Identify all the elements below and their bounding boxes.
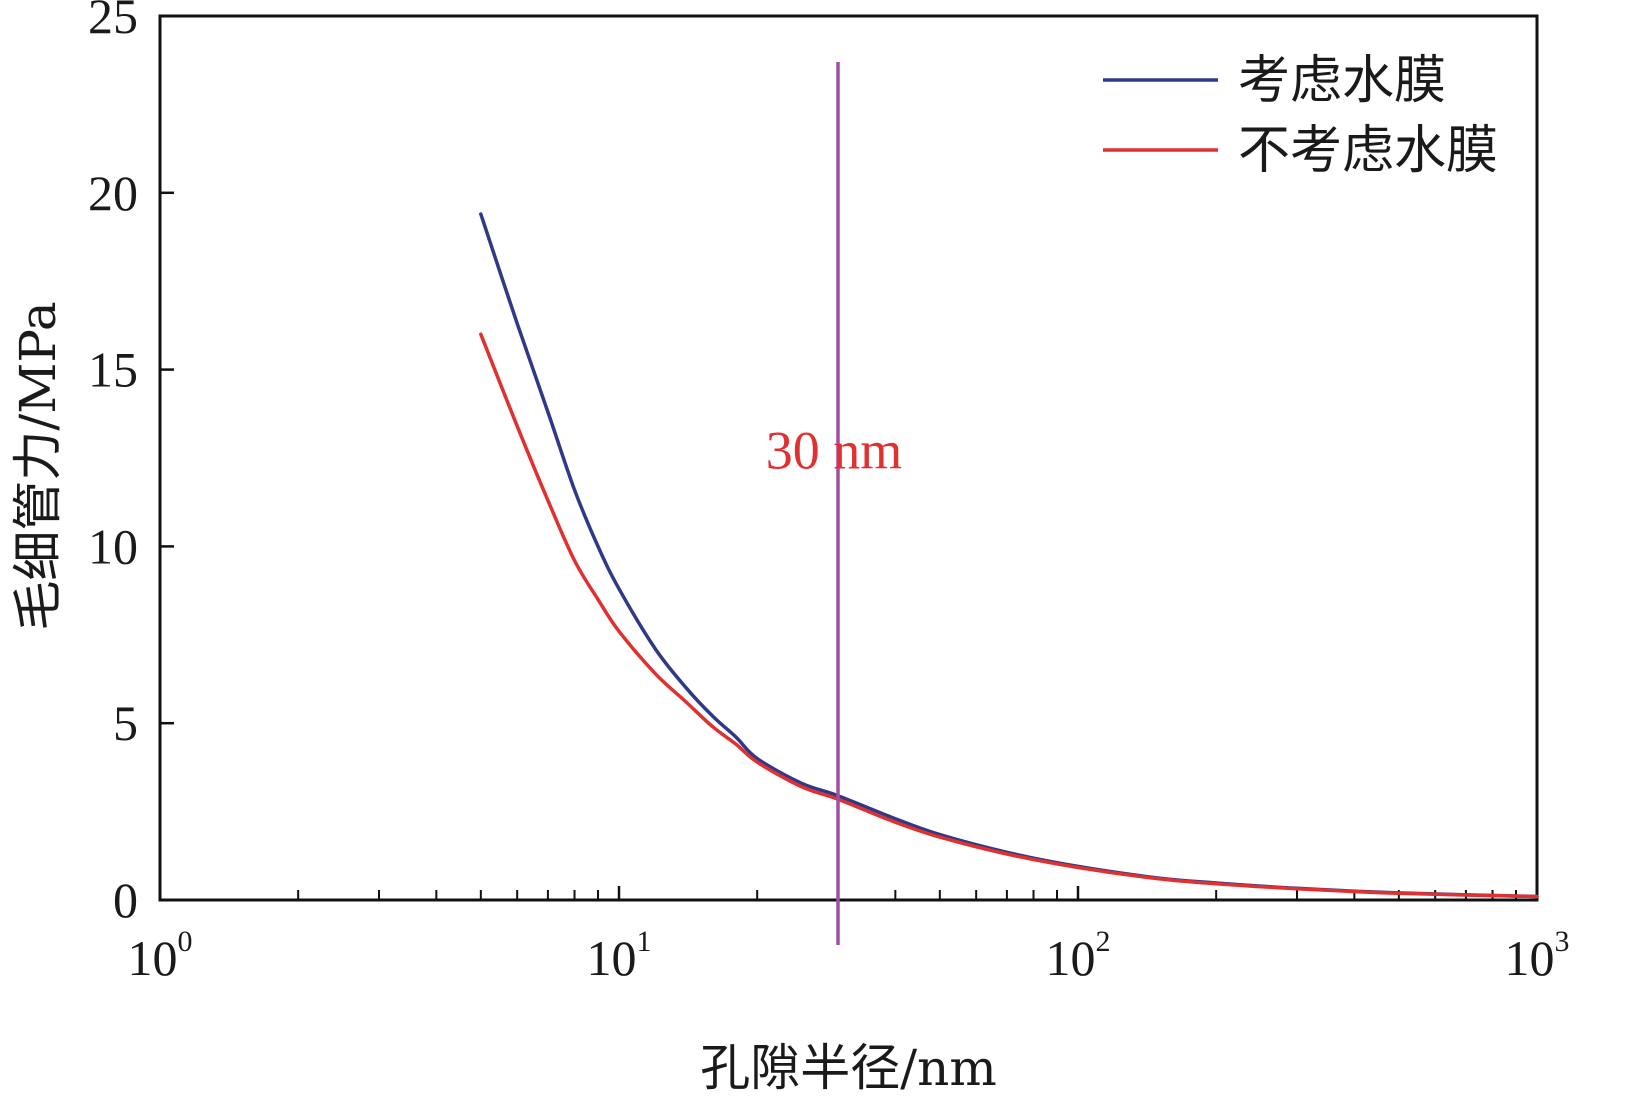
x-axis-title: 孔隙半径/nm: [700, 1039, 996, 1097]
x-tick-label: 100: [128, 925, 193, 986]
series-line-1: [479, 212, 1539, 899]
y-tick-label: 0: [113, 872, 138, 928]
series-layer: [479, 212, 1539, 899]
x-tick-label: 102: [1046, 925, 1111, 986]
y-tick-label: 25: [88, 0, 138, 44]
y-axis-title: 毛细管力/MPa: [9, 301, 67, 630]
axis-ticks: 100 101 102 103 0 5 10 15 20 25: [88, 0, 1570, 986]
legend-label-series-1: 考虑水膜: [1238, 51, 1446, 111]
x-tick-label: 103: [1505, 925, 1570, 986]
y-tick-label: 10: [88, 518, 138, 574]
legend: 考虑水膜 不考虑水膜: [1103, 51, 1498, 181]
x-tick-label: 101: [587, 925, 652, 986]
legend-label-series-2: 不考虑水膜: [1238, 121, 1498, 181]
plot-frame: [158, 14, 1539, 902]
y-tick-label: 15: [88, 342, 138, 398]
y-tick-label: 20: [88, 165, 138, 221]
y-tick-label: 5: [113, 695, 138, 751]
annotation-30nm: 30 nm: [766, 421, 903, 481]
series-line-2: [479, 332, 1539, 899]
plot-border: [158, 14, 1539, 902]
